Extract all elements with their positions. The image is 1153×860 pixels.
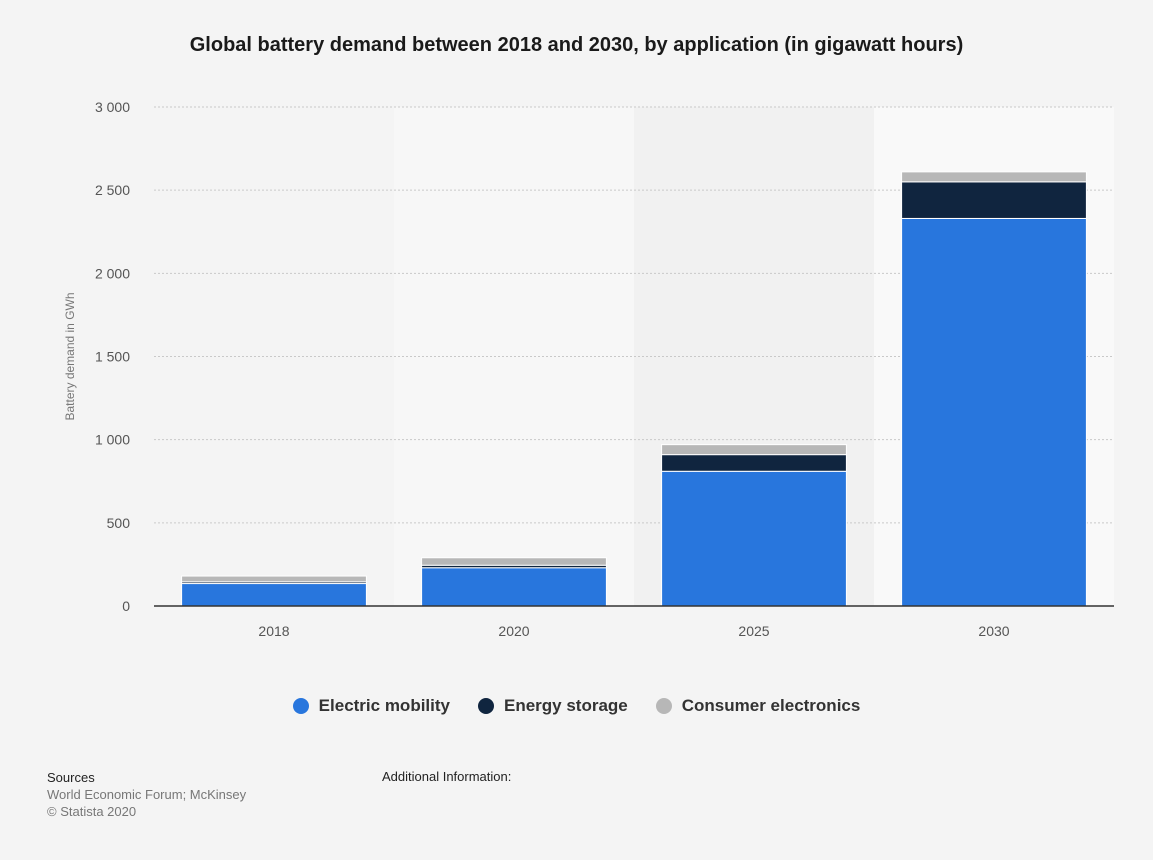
chart-legend: Electric mobility Energy storage Consumer … bbox=[0, 696, 1153, 716]
legend-item[interactable]: Consumer electronics bbox=[655, 696, 861, 716]
bar-segment bbox=[421, 557, 607, 566]
y-axis-label: Battery demand in GWh bbox=[63, 292, 77, 420]
chart-title: Global battery demand between 2018 and 2… bbox=[189, 34, 964, 56]
y-tick-label: 1 000 bbox=[95, 432, 130, 448]
x-tick-label: 2025 bbox=[738, 623, 769, 639]
bar-segment bbox=[181, 575, 367, 583]
legend-label: Consumer electronics bbox=[681, 696, 861, 715]
x-tick-label: 2018 bbox=[258, 623, 289, 639]
y-tick-label: 500 bbox=[107, 515, 131, 531]
bar-segment bbox=[661, 454, 847, 472]
sources-block: Sources World Economic Forum; McKinsey ©… bbox=[47, 769, 246, 820]
legend-swatch bbox=[292, 698, 309, 714]
additional-information[interactable]: Additional Information: bbox=[382, 769, 512, 784]
legend-swatch bbox=[478, 698, 494, 714]
sources-line: World Economic Forum; McKinsey bbox=[47, 787, 247, 802]
legend-label: Electric mobility bbox=[318, 696, 450, 715]
y-tick-label: 2 500 bbox=[95, 182, 130, 198]
bar-chart: 0 500 1 000 1 500 2 000 2 500 3 000 2018 2020 202… bbox=[63, 99, 1114, 639]
copyright-line: © Statista 2020 bbox=[47, 804, 137, 819]
x-tick-label: 2030 bbox=[978, 623, 1009, 639]
legend-item[interactable]: Energy storage bbox=[478, 696, 628, 716]
bar-segment bbox=[661, 470, 847, 607]
sources-title[interactable]: Sources bbox=[47, 770, 95, 785]
bar-segment bbox=[901, 181, 1087, 219]
bar-segment bbox=[901, 217, 1087, 607]
bar-segment bbox=[181, 583, 367, 607]
y-tick-label: 3 000 bbox=[95, 99, 130, 115]
bar-segment bbox=[661, 444, 847, 456]
y-tick-label: 2 000 bbox=[95, 265, 130, 281]
legend-label: Energy storage bbox=[504, 696, 628, 715]
bar-segment bbox=[421, 567, 607, 607]
x-tick-label: 2020 bbox=[498, 623, 529, 639]
legend-swatch bbox=[655, 698, 672, 714]
legend-item[interactable]: Electric mobility bbox=[292, 696, 450, 716]
y-tick-label: 1 500 bbox=[95, 349, 130, 365]
bar-segment bbox=[901, 171, 1087, 183]
y-tick-label: 0 bbox=[122, 598, 130, 614]
